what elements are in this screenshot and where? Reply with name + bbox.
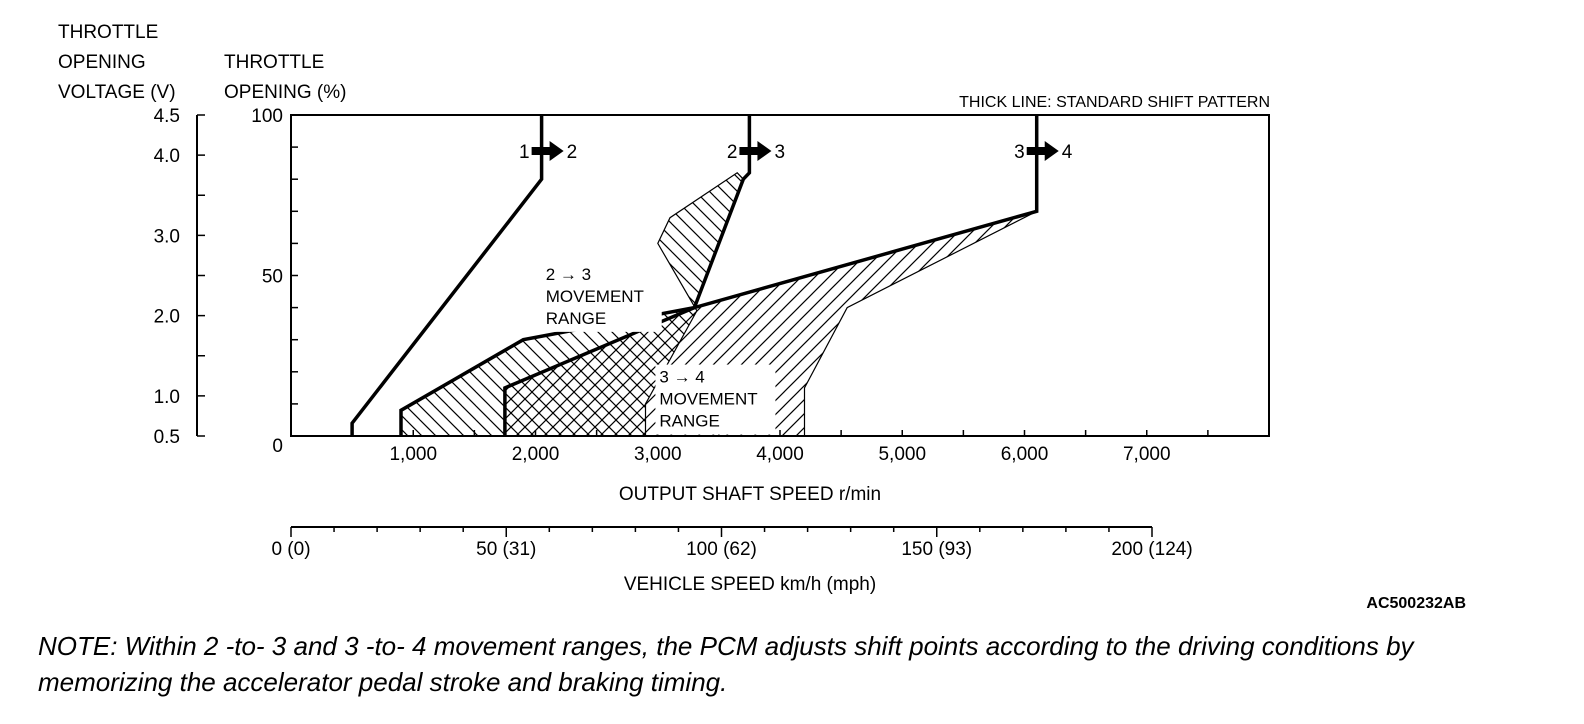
voltage-tick-label: 2.0	[154, 307, 180, 328]
voltage-tick-label: 0.5	[154, 427, 180, 448]
shift-label-from: 2	[727, 142, 738, 163]
percent-tick-label: 50	[262, 267, 283, 288]
shift-line-3-4	[503, 115, 1039, 436]
range-label-line: RANGE	[659, 412, 719, 431]
voltage-axis-title-line-3: VOLTAGE (V)	[58, 82, 176, 103]
vehicle-tick-label: 150 (93)	[901, 539, 972, 560]
rpm-tick-label: 5,000	[878, 444, 926, 465]
voltage-tick-label: 4.5	[154, 106, 180, 127]
shift-arrow-icon	[739, 141, 772, 161]
rpm-tick-label: 4,000	[756, 444, 804, 465]
percent-tick-label: 0	[272, 436, 283, 457]
range-label-backdrop	[541, 261, 662, 332]
voltage-tick-label: 3.0	[154, 226, 180, 247]
vehicle-axis-title: VEHICLE SPEED km/h (mph)	[624, 574, 876, 595]
shift-arrow-icon	[531, 141, 564, 161]
range-label-line: MOVEMENT	[546, 287, 644, 306]
range-label-backdrop	[655, 364, 776, 435]
rpm-tick-label: 3,000	[634, 444, 682, 465]
voltage-tick-label: 1.0	[154, 387, 180, 408]
rpm-tick-label: 2,000	[512, 444, 560, 465]
percent-axis-title-line-2: OPENING (%)	[224, 82, 346, 103]
percent-axis-title-line-1: THROTTLE	[224, 52, 324, 73]
voltage-axis-title-line-2: OPENING	[58, 52, 146, 73]
voltage-tick-label: 4.0	[154, 146, 180, 167]
rpm-tick-label: 7,000	[1123, 444, 1171, 465]
shift-arrow-icon	[1026, 141, 1059, 161]
shift-label-from: 1	[519, 142, 530, 163]
vehicle-tick-label: 100 (62)	[686, 539, 757, 560]
shift-label-from: 3	[1014, 142, 1025, 163]
shift-label-to: 2	[567, 142, 578, 163]
range-label-line: RANGE	[546, 309, 606, 328]
shift-label-to: 4	[1062, 142, 1073, 163]
range-label-line: MOVEMENT	[659, 390, 757, 409]
rpm-axis-title: OUTPUT SHAFT SPEED r/min	[619, 484, 881, 505]
rpm-tick-label: 6,000	[1001, 444, 1049, 465]
percent-tick-label: 100	[251, 106, 283, 127]
figure-id: AC500232AB	[1366, 595, 1466, 612]
vehicle-tick-label: 0 (0)	[271, 539, 310, 560]
vehicle-tick-label: 200 (124)	[1111, 539, 1192, 560]
chart-title: THICK LINE: STANDARD SHIFT PATTERN	[959, 94, 1270, 111]
rpm-tick-label: 1,000	[389, 444, 437, 465]
range-label-line: 3 → 4	[659, 368, 704, 387]
note-text: NOTE: Within 2 -to- 3 and 3 -to- 4 movem…	[38, 631, 1414, 697]
range-label-line: 2 → 3	[546, 265, 591, 284]
vehicle-tick-label: 50 (31)	[476, 539, 536, 560]
shift-label-to: 3	[774, 142, 785, 163]
voltage-axis-title-line-1: THROTTLE	[58, 22, 158, 43]
